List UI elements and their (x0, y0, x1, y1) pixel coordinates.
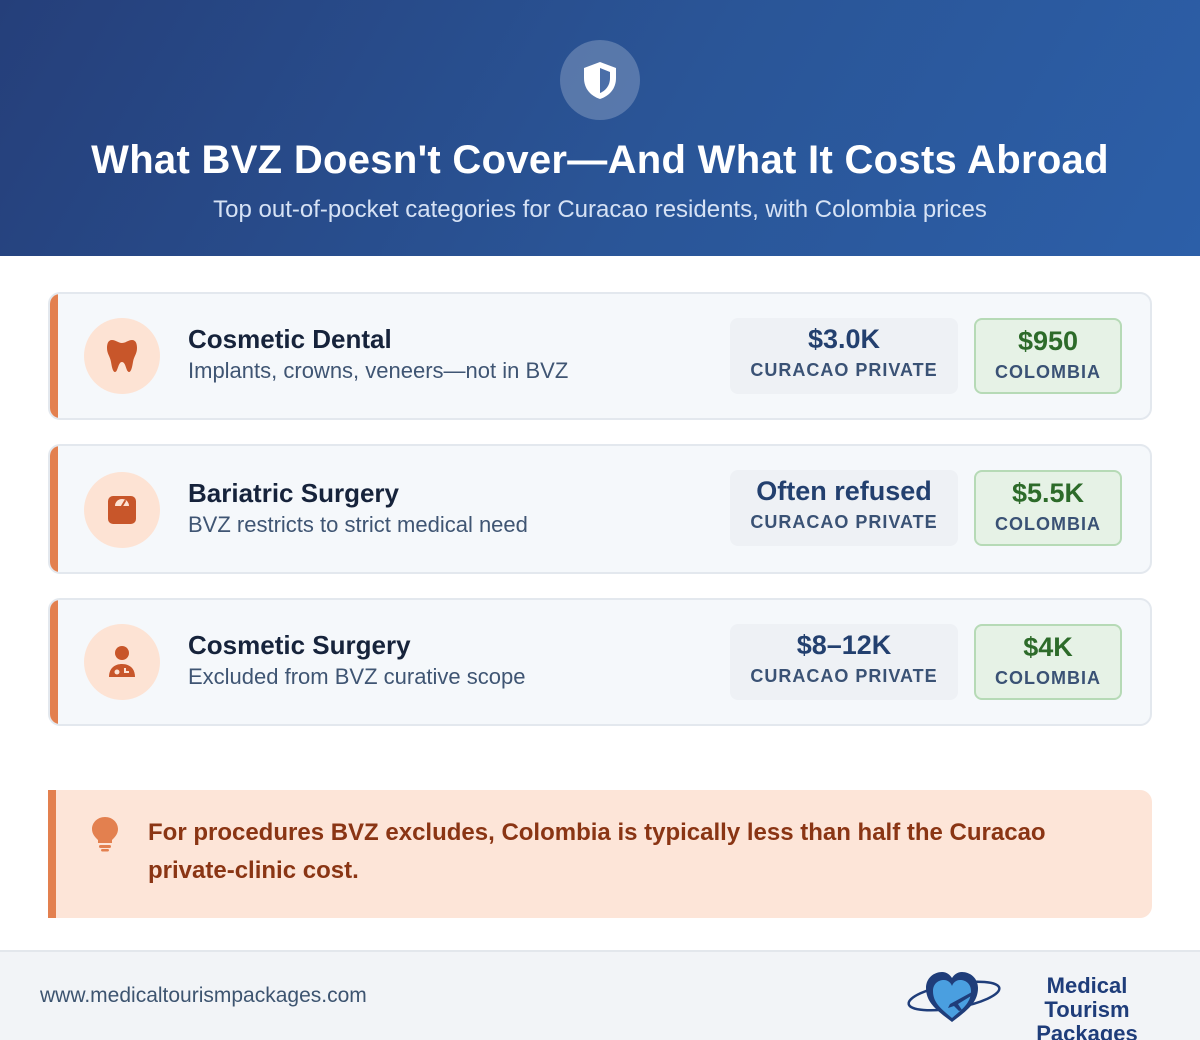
brand-name-line2: Packages (1036, 1021, 1138, 1040)
page-subtitle: Top out-of-pocket categories for Curacao… (213, 196, 987, 223)
brand-name: Medical Tourism Packages (1007, 974, 1167, 1040)
shield-icon (584, 62, 616, 99)
colombia-price-box: $950 COLOMBIA (974, 318, 1122, 394)
curacao-price-value: Often refused (756, 476, 932, 506)
scale-icon (108, 496, 136, 524)
cost-card-bariatric: Bariatric Surgery BVZ restricts to stric… (48, 444, 1152, 574)
colombia-price-value: $5.5K (1011, 478, 1085, 508)
doctor-icon (109, 646, 135, 677)
footer: www.medicaltourismpackages.com Medical T… (0, 950, 1200, 1040)
header-badge (560, 40, 640, 120)
key-insight-callout: For procedures BVZ excludes, Colombia is… (48, 790, 1152, 918)
cost-card-dental: Cosmetic Dental Implants, crowns, veneer… (48, 292, 1152, 420)
lightbulb-icon (92, 817, 118, 852)
curacao-price-box: $8–12K CURACAO PRIVATE (730, 624, 958, 700)
curacao-price-box: Often refused CURACAO PRIVATE (730, 470, 958, 546)
curacao-price-label: CURACAO PRIVATE (750, 666, 938, 686)
card-icon-circle (84, 624, 160, 700)
card-description: Excluded from BVZ curative scope (188, 664, 526, 689)
card-icon-circle (84, 318, 160, 394)
card-accent-bar (50, 446, 58, 572)
tooth-icon (107, 340, 137, 372)
brand-name-line1: Medical Tourism (1044, 973, 1130, 1022)
callout-accent-bar (48, 790, 56, 918)
card-title: Cosmetic Surgery (188, 630, 411, 660)
card-accent-bar (50, 600, 58, 724)
cost-card-cosmetic-surgery: Cosmetic Surgery Excluded from BVZ curat… (48, 598, 1152, 726)
curacao-price-value: $8–12K (796, 630, 892, 660)
page-title: What BVZ Doesn't Cover—And What It Costs… (91, 138, 1109, 182)
header-banner: What BVZ Doesn't Cover—And What It Costs… (0, 0, 1200, 256)
colombia-price-label: COLOMBIA (995, 362, 1101, 382)
card-description: Implants, crowns, veneers—not in BVZ (188, 358, 569, 383)
colombia-price-label: COLOMBIA (995, 514, 1101, 534)
heart-plane-logo-icon (907, 972, 1001, 1022)
card-description: BVZ restricts to strict medical need (188, 512, 528, 537)
colombia-price-box: $5.5K COLOMBIA (974, 470, 1122, 546)
card-title: Bariatric Surgery (188, 478, 399, 508)
curacao-price-label: CURACAO PRIVATE (750, 512, 938, 532)
curacao-price-label: CURACAO PRIVATE (750, 360, 938, 380)
callout-text: For procedures BVZ excludes, Colombia is… (148, 819, 1046, 884)
colombia-price-label: COLOMBIA (995, 668, 1101, 688)
curacao-price-value: $3.0K (807, 324, 881, 354)
card-accent-bar (50, 294, 58, 418)
colombia-price-value: $950 (1017, 326, 1079, 356)
card-title: Cosmetic Dental (188, 324, 392, 354)
footer-url-link[interactable]: www.medicaltourismpackages.com (40, 984, 367, 1007)
colombia-price-value: $4K (1023, 632, 1073, 662)
colombia-price-box: $4K COLOMBIA (974, 624, 1122, 700)
card-icon-circle (84, 472, 160, 548)
curacao-price-box: $3.0K CURACAO PRIVATE (730, 318, 958, 394)
